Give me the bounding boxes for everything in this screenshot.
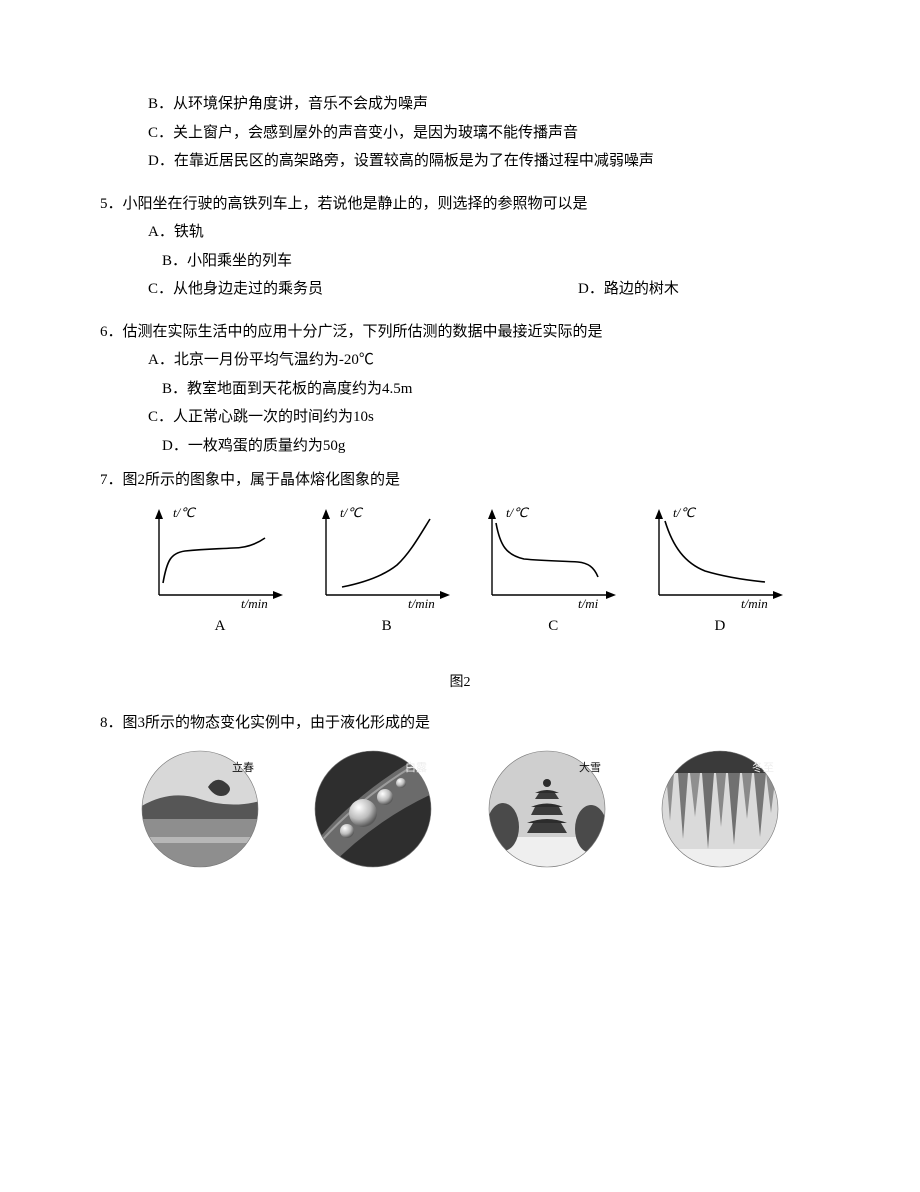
chart-x-label: t/min xyxy=(408,596,435,610)
chart-y-label: t/℃ xyxy=(506,505,529,520)
q8-photo-daxue: 大雪 xyxy=(487,749,607,869)
curve-d xyxy=(665,521,765,582)
photo-label: 大雪 xyxy=(579,760,601,774)
chart-x-label: t/min xyxy=(241,596,268,610)
photo-label: 白露 xyxy=(405,760,427,774)
q8-photo-row: 立春 白露 xyxy=(140,749,780,869)
q6-option-a: A．北京一月份平均气温约为-20℃ xyxy=(148,346,820,375)
q8-photo-bailu: 白露 xyxy=(313,749,433,869)
chart-y-label: t/℃ xyxy=(173,505,196,520)
q7-label-d: D xyxy=(640,612,800,641)
q5-option-a: A．铁轨 xyxy=(148,218,820,247)
q7-chart-c: t/℃ t/mi C xyxy=(473,505,633,641)
q7-chart-d: t/℃ t/min D xyxy=(640,505,800,641)
q6-option-b: B．教室地面到天花板的高度约为4.5m xyxy=(162,375,820,404)
q8-photo-dongzhi: 冬至 xyxy=(660,749,780,869)
photo-label: 冬至 xyxy=(752,760,774,774)
q7-chart-b: t/℃ t/min B xyxy=(307,505,467,641)
q5-option-c: C．从他身边走过的乘务员 xyxy=(148,275,323,304)
q5-option-b: B．小阳乘坐的列车 xyxy=(162,247,820,276)
curve-a xyxy=(163,538,265,583)
q8-stem: 8．图3所示的物态变化实例中，由于液化形成的是 xyxy=(100,709,820,738)
q7-chart-row: t/℃ t/min A t/℃ t/min B t/℃ xyxy=(140,505,800,641)
q5-option-d: D．路边的树木 xyxy=(578,275,679,304)
q5-stem: 5．小阳坐在行驶的高铁列车上，若说他是静止的，则选择的参照物可以是 xyxy=(100,190,820,219)
q6-stem: 6．估测在实际生活中的应用十分广泛，下列所估测的数据中最接近实际的是 xyxy=(100,318,820,347)
curve-c xyxy=(496,523,598,577)
q4-option-d: D．在靠近居民区的高架路旁，设置较高的隔板是为了在传播过程中减弱噪声 xyxy=(148,147,820,176)
chart-x-label: t/min xyxy=(741,596,768,610)
q8-photo-lichun: 立春 xyxy=(140,749,260,869)
chart-y-label: t/℃ xyxy=(340,505,363,520)
q7-stem: 7．图2所示的图象中，属于晶体熔化图象的是 xyxy=(100,466,820,495)
q7-label-a: A xyxy=(140,612,300,641)
q7-chart-a: t/℃ t/min A xyxy=(140,505,300,641)
chart-x-label: t/mi xyxy=(578,596,599,610)
q7-caption: 图2 xyxy=(100,670,820,697)
q7-label-c: C xyxy=(473,612,633,641)
chart-y-label: t/℃ xyxy=(673,505,696,520)
curve-b xyxy=(342,519,430,587)
q6-option-d: D．一枚鸡蛋的质量约为50g xyxy=(162,432,820,461)
q4-option-b: B．从环境保护角度讲，音乐不会成为噪声 xyxy=(148,90,820,119)
photo-label: 立春 xyxy=(232,760,254,774)
q7-label-b: B xyxy=(307,612,467,641)
q5-options-cd: C．从他身边走过的乘务员 D．路边的树木 xyxy=(148,275,820,304)
q6-option-c: C．人正常心跳一次的时间约为10s xyxy=(148,403,820,432)
q4-option-c: C．关上窗户，会感到屋外的声音变小，是因为玻璃不能传播声音 xyxy=(148,119,820,148)
